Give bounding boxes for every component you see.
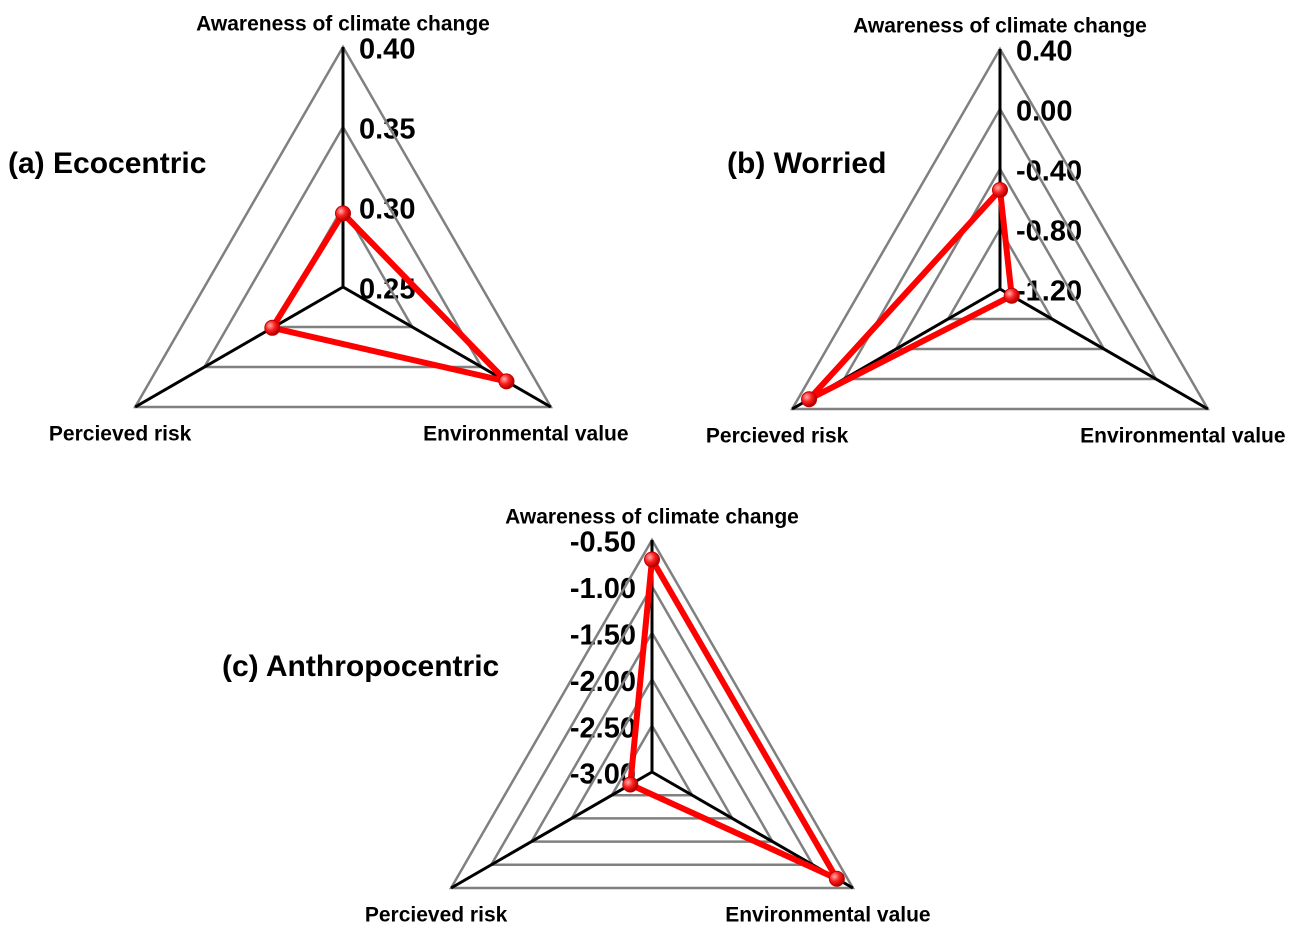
data-point: [828, 870, 845, 887]
grid-ring: [132, 44, 554, 409]
data-polygon: [269, 210, 510, 385]
category-label: Environmental value: [1080, 425, 1285, 448]
data-point: [264, 319, 281, 336]
chart-title: (c) Anthropocentric: [222, 650, 499, 683]
chart-title: (b) Worried: [727, 147, 886, 180]
category-label: Awareness of climate change: [505, 506, 799, 529]
grid-ring: [945, 226, 1055, 321]
category-label: Awareness of climate change: [853, 15, 1147, 38]
grid-ring: [202, 124, 484, 369]
r-tick-label: -0.50: [570, 527, 636, 559]
category-label: Awareness of climate change: [196, 13, 490, 36]
r-tick-label: 0.40: [359, 34, 415, 66]
axis-line: [450, 770, 653, 890]
data-point: [644, 551, 660, 568]
data-polygon: [627, 556, 840, 882]
category-label: Environmental value: [725, 904, 930, 927]
grid-ring: [569, 676, 735, 820]
r-tick-label: 0.35: [359, 114, 415, 146]
grid-ring: [841, 106, 1159, 381]
r-tick-label: -1.00: [570, 573, 636, 605]
chart-title: (a) Ecocentric: [8, 147, 206, 180]
r-tick-label: 0.40: [1016, 36, 1072, 68]
data-point: [1003, 287, 1020, 304]
data-point: [498, 373, 515, 390]
grid-ring: [448, 537, 856, 890]
grid-ring: [489, 583, 815, 867]
data-polygon: [806, 187, 1015, 403]
data-point: [622, 776, 639, 793]
r-tick-label: 0.30: [359, 194, 415, 226]
category-label: Percieved risk: [706, 425, 849, 448]
category-label: Percieved risk: [49, 423, 192, 446]
data-point: [335, 205, 351, 222]
axis-line: [999, 287, 1209, 411]
r-tick-label: 0.00: [1016, 96, 1072, 128]
axis-line: [134, 285, 344, 409]
data-point: [801, 391, 818, 408]
data-point: [992, 182, 1008, 198]
category-label: Percieved risk: [365, 904, 508, 927]
category-label: Environmental value: [423, 423, 628, 446]
grid-ring: [529, 630, 775, 843]
axis-line: [342, 285, 552, 409]
grid-ring: [893, 166, 1107, 351]
grid-ring: [789, 46, 1211, 411]
